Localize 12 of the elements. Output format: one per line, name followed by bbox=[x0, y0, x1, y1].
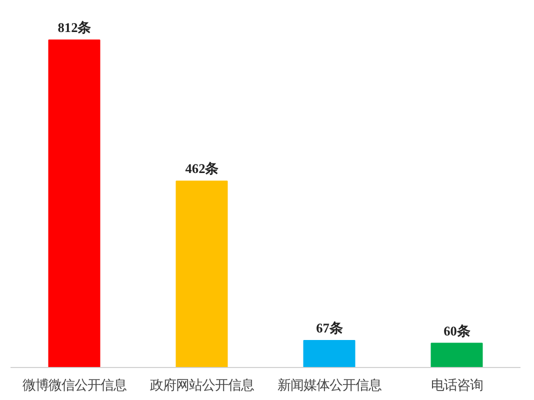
bar bbox=[303, 340, 356, 368]
data-label: 60条 bbox=[444, 323, 470, 338]
data-label: 812条 bbox=[58, 20, 91, 35]
x-tick-label: 电话咨询 bbox=[430, 378, 483, 394]
x-tick-label: 新闻媒体公开信息 bbox=[277, 378, 382, 394]
bar bbox=[430, 342, 483, 368]
x-tick-label: 政府网站公开信息 bbox=[150, 378, 254, 394]
bar bbox=[48, 39, 100, 368]
data-label: 67条 bbox=[316, 320, 342, 336]
data-label: 462条 bbox=[185, 161, 218, 176]
bar bbox=[176, 180, 228, 368]
x-tick-label: 微博微信公开信息 bbox=[22, 378, 126, 394]
